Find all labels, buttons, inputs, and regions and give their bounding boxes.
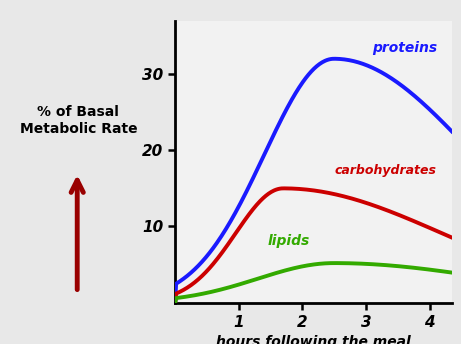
Text: carbohydrates: carbohydrates (334, 164, 436, 177)
Text: proteins: proteins (372, 41, 437, 55)
Text: lipids: lipids (267, 234, 310, 248)
Text: % of Basal
Metabolic Rate: % of Basal Metabolic Rate (19, 105, 137, 136)
X-axis label: hours following the meal: hours following the meal (216, 335, 411, 344)
